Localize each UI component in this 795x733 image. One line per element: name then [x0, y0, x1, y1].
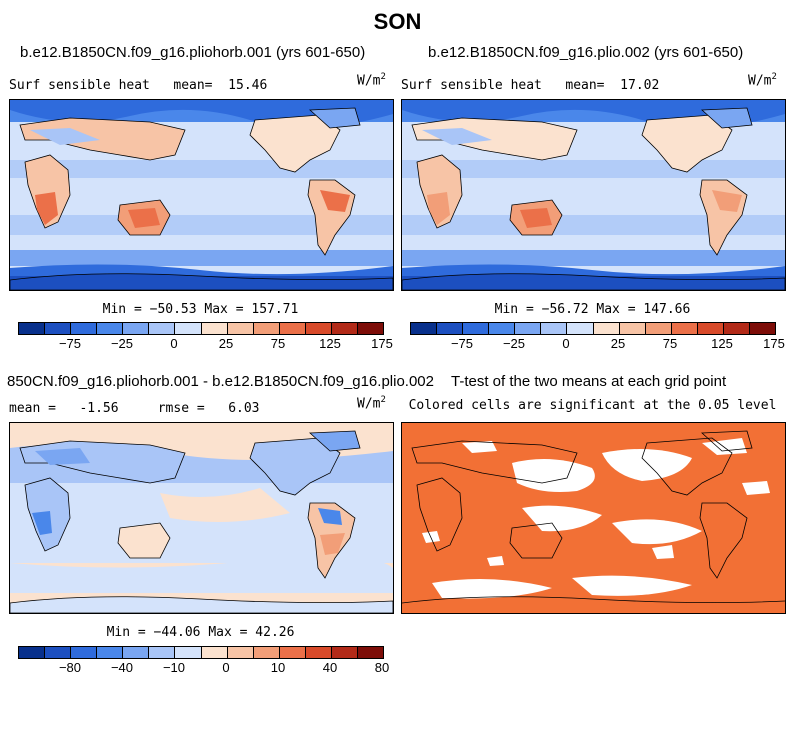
colorbar-swatch [175, 323, 202, 334]
panel3-colorbar [18, 646, 384, 659]
panel4-title: T-test of the two means at each grid poi… [451, 373, 727, 390]
colorbar-swatch [305, 647, 332, 658]
colorbar-tick-label: 10 [270, 660, 286, 675]
panel4-map [401, 422, 786, 614]
colorbar-swatch [253, 647, 280, 658]
panel2-units: W/m2 [748, 72, 777, 89]
colorbar-tick-label: −25 [502, 336, 526, 351]
colorbar-swatch [149, 323, 176, 334]
panel3-rmse-value: 6.03 [228, 401, 260, 416]
colorbar-tick-label: −80 [58, 660, 82, 675]
main-title: SON [373, 9, 422, 34]
panel3-rmse-label: rmse = [157, 401, 205, 416]
panel1-mean-value: 15.46 [228, 78, 268, 93]
colorbar-tick-label: −25 [110, 336, 134, 351]
colorbar-tick-label: −10 [162, 660, 186, 675]
panel1-stats: Min = −50.53 Max = 157.71 [102, 302, 299, 317]
colorbar-swatch [201, 323, 228, 334]
colorbar-tick-label: 125 [319, 336, 341, 351]
colorbar-tick-label: 175 [763, 336, 785, 351]
colorbar-tick-label: 0 [170, 336, 178, 351]
colorbar-swatch [619, 323, 646, 334]
panel2-stats: Min = −56.72 Max = 147.66 [494, 302, 691, 317]
colorbar-swatch [45, 323, 72, 334]
colorbar-swatch [175, 647, 202, 658]
colorbar-swatch [19, 647, 46, 658]
colorbar-swatch [305, 323, 332, 334]
colorbar-swatch [71, 323, 98, 334]
panel1-title: b.e12.B1850CN.f09_g16.pliohorb.001 (yrs … [20, 44, 366, 61]
colorbar-swatch [331, 323, 359, 334]
panel2-title: b.e12.B1850CN.f09_g16.plio.002 (yrs 601-… [428, 44, 744, 61]
colorbar-swatch [97, 647, 124, 658]
colorbar-tick-label: 175 [371, 336, 393, 351]
panel3-map [9, 422, 394, 614]
panel1-map [9, 99, 394, 291]
panel3-stats: Min = −44.06 Max = 42.26 [106, 625, 295, 640]
colorbar-swatch [437, 323, 464, 334]
panel1-header: Surf sensible heat mean= 15.46 [9, 78, 267, 93]
colorbar-swatch [723, 323, 751, 334]
colorbar-swatch [201, 647, 228, 658]
colorbar-swatch [149, 647, 176, 658]
colorbar-swatch [593, 323, 620, 334]
colorbar-tick-label: 25 [610, 336, 626, 351]
colorbar-swatch [19, 323, 46, 334]
panel3-header: mean = -1.56 rmse = 6.03 [9, 401, 260, 416]
panel2-field-label: Surf sensible heat [401, 78, 542, 93]
panel1-field-label: Surf sensible heat [9, 78, 150, 93]
colorbar-swatch [71, 647, 98, 658]
colorbar-tick-label: 0 [222, 660, 230, 675]
colorbar-swatch [645, 323, 672, 334]
panel1-mean-label: mean= [173, 78, 213, 93]
colorbar-tick-label: 75 [662, 336, 678, 351]
colorbar-swatch [279, 647, 306, 658]
colorbar-swatch [97, 323, 124, 334]
colorbar-tick-label: 25 [218, 336, 234, 351]
panel2-mean-value: 17.02 [620, 78, 660, 93]
colorbar-swatch [515, 323, 542, 334]
colorbar-swatch [463, 323, 490, 334]
colorbar-tick-label: −75 [58, 336, 82, 351]
panel3-colorbar-labels: −80 −40 −10 0 10 40 80 [18, 660, 389, 676]
panel2-colorbar [410, 322, 776, 335]
panel3-mean-label: mean = [9, 401, 56, 416]
panel2-mean-label: mean= [565, 78, 605, 93]
panel2-header: Surf sensible heat mean= 17.02 [401, 78, 659, 93]
colorbar-swatch [567, 323, 594, 334]
colorbar-swatch [489, 323, 516, 334]
panel1-colorbar-labels: −75 −25 0 25 75 125 175 [18, 336, 393, 352]
colorbar-swatch [227, 647, 254, 658]
panel1-colorbar [18, 322, 384, 335]
panel3-mean-value: -1.56 [79, 401, 119, 416]
colorbar-swatch [358, 647, 384, 658]
colorbar-swatch [750, 323, 776, 334]
colorbar-tick-label: −40 [110, 660, 134, 675]
panel4-subtitle: Colored cells are significant at the 0.0… [408, 398, 777, 413]
colorbar-swatch [411, 323, 438, 334]
colorbar-swatch [227, 323, 254, 334]
panel3-units: W/m2 [357, 395, 386, 412]
colorbar-swatch [671, 323, 698, 334]
colorbar-swatch [697, 323, 724, 334]
colorbar-swatch [253, 323, 280, 334]
colorbar-tick-label: 125 [711, 336, 733, 351]
colorbar-swatch [331, 647, 359, 658]
colorbar-tick-label: 40 [322, 660, 338, 675]
colorbar-swatch [279, 323, 306, 334]
colorbar-swatch [123, 323, 150, 334]
panel2-colorbar-labels: −75 −25 0 25 75 125 175 [410, 336, 785, 352]
colorbar-swatch [123, 647, 150, 658]
panel2-map [401, 99, 786, 291]
colorbar-tick-label: −75 [450, 336, 474, 351]
colorbar-swatch [541, 323, 568, 334]
panel3-title: 850CN.f09_g16.pliohorb.001 - b.e12.B1850… [7, 373, 434, 390]
colorbar-tick-label: 80 [374, 660, 390, 675]
colorbar-swatch [45, 647, 72, 658]
colorbar-tick-label: 0 [562, 336, 570, 351]
panel1-units: W/m2 [357, 72, 386, 89]
colorbar-swatch [358, 323, 384, 334]
colorbar-tick-label: 75 [270, 336, 286, 351]
